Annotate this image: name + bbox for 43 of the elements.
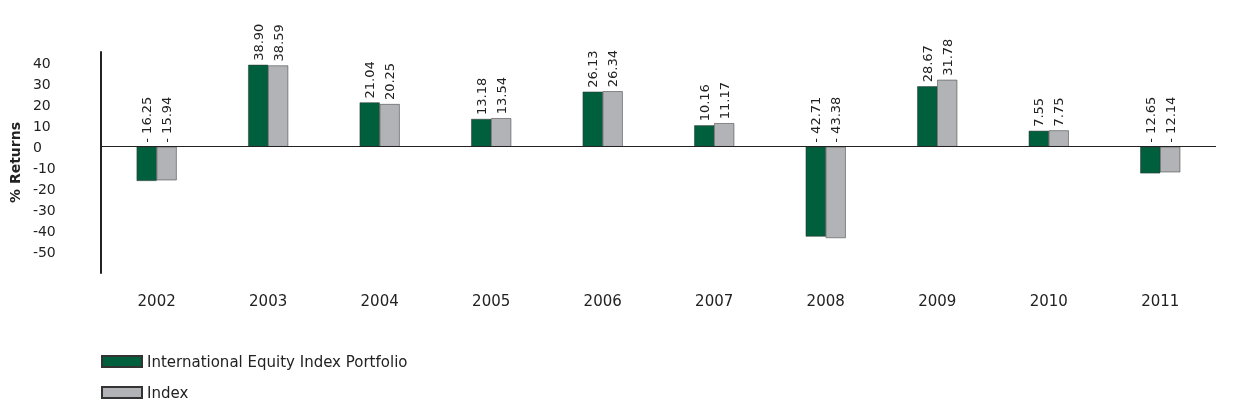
- y-tick-label: 40: [32, 54, 51, 71]
- data-label: 11.17: [716, 81, 732, 120]
- y-tick-label: -20: [32, 180, 56, 197]
- x-tick-label: 2003: [249, 291, 288, 310]
- legend-label: Index: [147, 383, 189, 402]
- x-tick-label: 2007: [695, 291, 734, 310]
- data-label: - 42.71: [808, 96, 824, 143]
- data-label: 31.78: [939, 38, 955, 76]
- data-label: 38.59: [270, 24, 286, 62]
- y-tick-label: 0: [32, 138, 42, 155]
- data-label: 13.18: [473, 77, 489, 115]
- y-tick-label: 30: [32, 75, 51, 92]
- data-label: - 16.25: [139, 96, 155, 143]
- data-label: - 43.38: [828, 96, 844, 143]
- x-tick-label: 2010: [1029, 291, 1068, 310]
- data-label: 26.13: [585, 50, 601, 88]
- x-tick-label: 2002: [137, 291, 176, 310]
- y-tick-label: -40: [32, 222, 56, 239]
- data-label: 7.75: [1051, 97, 1067, 127]
- data-label: 38.90: [250, 23, 266, 61]
- data-label: 20.25: [382, 62, 398, 101]
- data-label: - 15.94: [159, 96, 175, 143]
- x-tick-label: 2011: [1141, 291, 1180, 310]
- y-tick-label: -30: [32, 201, 56, 218]
- x-tick-label: 2004: [360, 291, 399, 310]
- data-label: - 12.14: [1162, 96, 1178, 143]
- x-tick-label: 2009: [918, 291, 957, 310]
- x-tick-label: 2005: [472, 291, 511, 310]
- data-label: 28.67: [919, 45, 935, 83]
- y-tick-label: 20: [32, 96, 51, 113]
- data-label: - 12.65: [1142, 96, 1158, 143]
- y-tick-label: -10: [32, 159, 56, 176]
- y-tick-label: -50: [32, 243, 56, 260]
- x-tick-label: 2006: [583, 291, 622, 310]
- data-label: 26.34: [605, 50, 621, 88]
- data-label: 13.54: [493, 77, 509, 115]
- x-tick-label: 2008: [806, 291, 845, 310]
- data-label: 10.16: [696, 84, 712, 122]
- y-axis-title: % Returns: [7, 121, 23, 204]
- legend-label: International Equity Index Portfolio: [147, 352, 408, 371]
- data-label: 7.55: [1031, 97, 1047, 127]
- y-tick-label: 10: [32, 117, 51, 134]
- data-label: 21.04: [362, 61, 378, 99]
